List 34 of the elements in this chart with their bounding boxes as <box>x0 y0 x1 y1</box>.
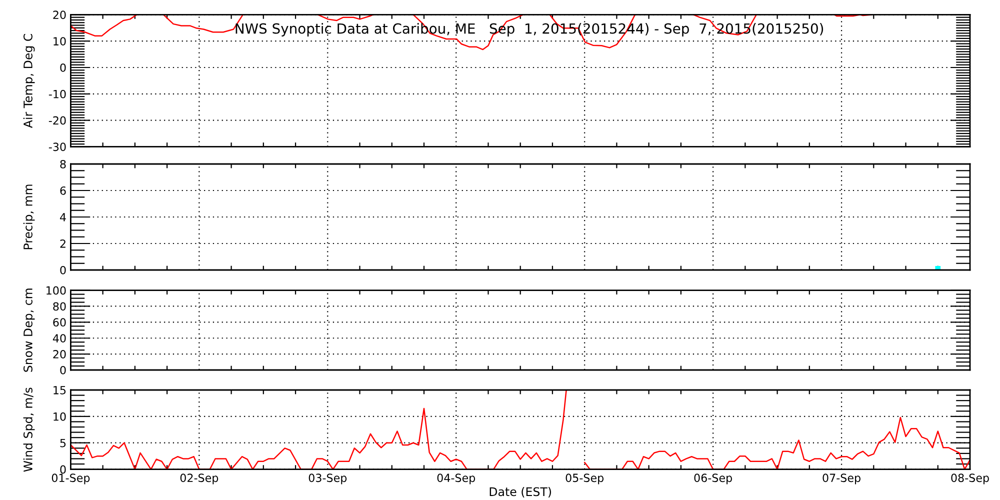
y-tick-label: 100 <box>46 286 66 295</box>
x-tick-label: 04-Sep <box>437 474 476 484</box>
y-tick-label: -20 <box>48 116 66 125</box>
x-tick-label: 03-Sep <box>308 474 347 484</box>
y-axis-title: Air Temp, Deg C <box>23 34 35 128</box>
y-tick-label: 40 <box>52 334 66 342</box>
y-tick-label: 10 <box>54 412 66 421</box>
y-tick-label: 0 <box>60 366 66 374</box>
x-tick-label: 02-Sep <box>180 474 218 484</box>
y-tick-label: 2 <box>60 239 66 248</box>
x-axis-title: Date (EST) <box>490 487 552 498</box>
y-tick-label: 80 <box>53 302 66 311</box>
y-tick-label: 60 <box>53 318 66 327</box>
y-tick-label: -10 <box>48 90 66 98</box>
y-tick-label: 6 <box>60 186 66 195</box>
y-axis-title: Snow Dep, cm <box>24 288 35 372</box>
y-tick-label: 0 <box>60 63 66 72</box>
y-tick-label: 15 <box>54 386 66 394</box>
x-tick-label: 06-Sep <box>694 474 732 484</box>
y-tick-label: 0 <box>60 266 66 274</box>
y-tick-label: 0 <box>60 465 66 474</box>
y-tick-label: 10 <box>54 37 66 46</box>
y-axis-title: Precip, mm <box>23 184 35 250</box>
y-tick-label: 20 <box>53 350 66 358</box>
y-tick-label: -30 <box>48 142 66 152</box>
y-tick-label: 8 <box>60 160 66 168</box>
x-tick-label: 01-Sep <box>52 474 90 484</box>
y-tick-label: 20 <box>53 10 66 20</box>
y-tick-label: 5 <box>60 438 66 448</box>
y-axis-title: Wind Spd, m/s <box>23 388 35 472</box>
x-tick-label: 08-Sep <box>951 474 989 484</box>
y-tick-label: 4 <box>60 213 66 222</box>
x-tick-label: 07-Sep <box>822 474 860 484</box>
x-tick-label: 05-Sep <box>566 474 604 484</box>
